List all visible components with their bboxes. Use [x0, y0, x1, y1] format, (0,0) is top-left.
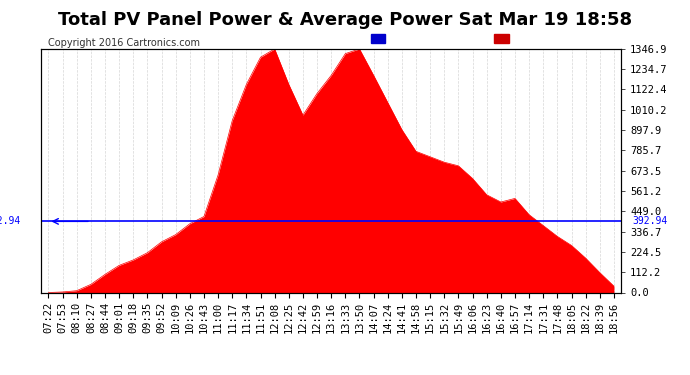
- Legend: Average (DC Watts), PV Panels (DC Watts): Average (DC Watts), PV Panels (DC Watts): [368, 31, 623, 47]
- Text: Total PV Panel Power & Average Power Sat Mar 19 18:58: Total PV Panel Power & Average Power Sat…: [58, 11, 632, 29]
- Text: 392.94: 392.94: [0, 216, 20, 226]
- Text: 392.94: 392.94: [633, 216, 668, 226]
- Text: Copyright 2016 Cartronics.com: Copyright 2016 Cartronics.com: [48, 38, 200, 48]
